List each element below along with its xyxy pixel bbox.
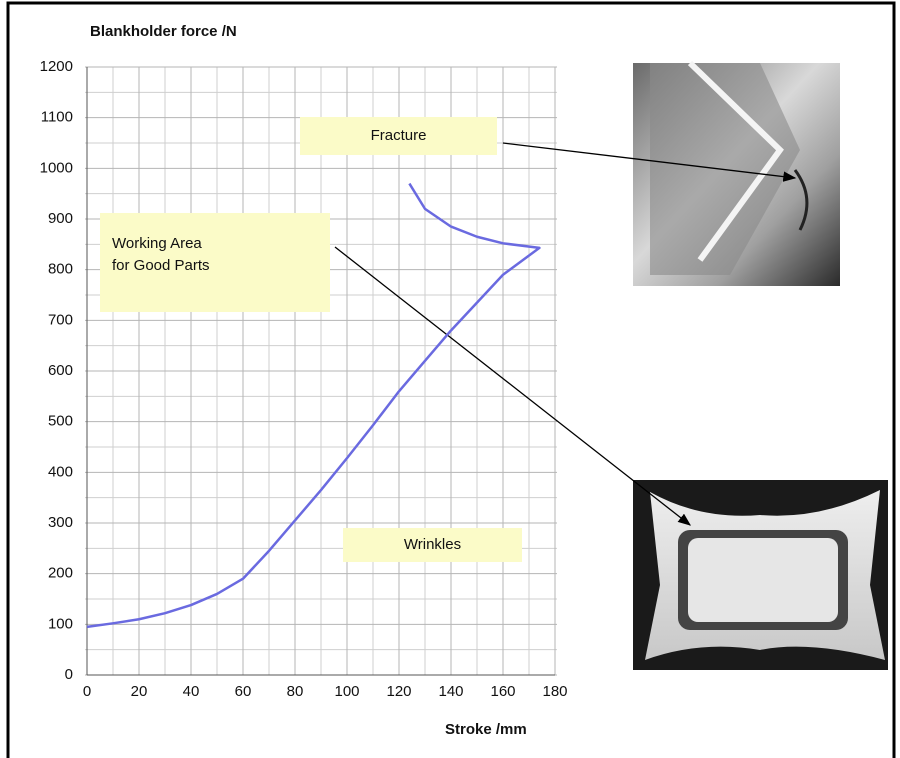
x-axis-title: Stroke /mm xyxy=(445,721,527,738)
photo-fracture xyxy=(633,63,840,286)
x-tick-label: 0 xyxy=(83,683,91,700)
y-tick-label: 500 xyxy=(48,413,73,430)
photo-part xyxy=(633,480,888,670)
x-tick-label: 60 xyxy=(235,683,252,700)
y-tick-label: 700 xyxy=(48,311,73,328)
annotation: Fracture xyxy=(300,117,497,155)
y-tick-label: 200 xyxy=(48,565,73,582)
x-tick-label: 120 xyxy=(386,683,411,700)
x-tick-label: 80 xyxy=(287,683,304,700)
y-tick-label: 100 xyxy=(48,615,73,632)
y-axis-title: Blankholder force /N xyxy=(90,23,237,40)
y-tick-label: 0 xyxy=(65,666,73,683)
annotation: Working Area for Good Parts xyxy=(100,213,330,312)
y-tick-label: 300 xyxy=(48,514,73,531)
chart: Blankholder force /N Stroke /mm 01002003… xyxy=(0,0,900,758)
page: Blankholder force /N Stroke /mm 01002003… xyxy=(0,0,900,758)
y-tick-label: 900 xyxy=(48,210,73,227)
x-tick-label: 140 xyxy=(438,683,463,700)
y-tick-label: 600 xyxy=(48,362,73,379)
x-tick-label: 160 xyxy=(490,683,515,700)
x-tick-label: 40 xyxy=(183,683,200,700)
y-tick-label: 1100 xyxy=(41,109,73,126)
y-tick-label: 1200 xyxy=(40,58,73,75)
x-tick-label: 180 xyxy=(542,683,567,700)
x-tick-label: 100 xyxy=(334,683,359,700)
arrow xyxy=(335,247,690,525)
y-tick-label: 400 xyxy=(48,463,73,480)
annotation: Wrinkles xyxy=(343,528,522,562)
grid xyxy=(85,67,557,675)
x-tick-label: 20 xyxy=(131,683,148,700)
y-tick-label: 1000 xyxy=(40,159,73,176)
y-tick-label: 800 xyxy=(48,261,73,278)
